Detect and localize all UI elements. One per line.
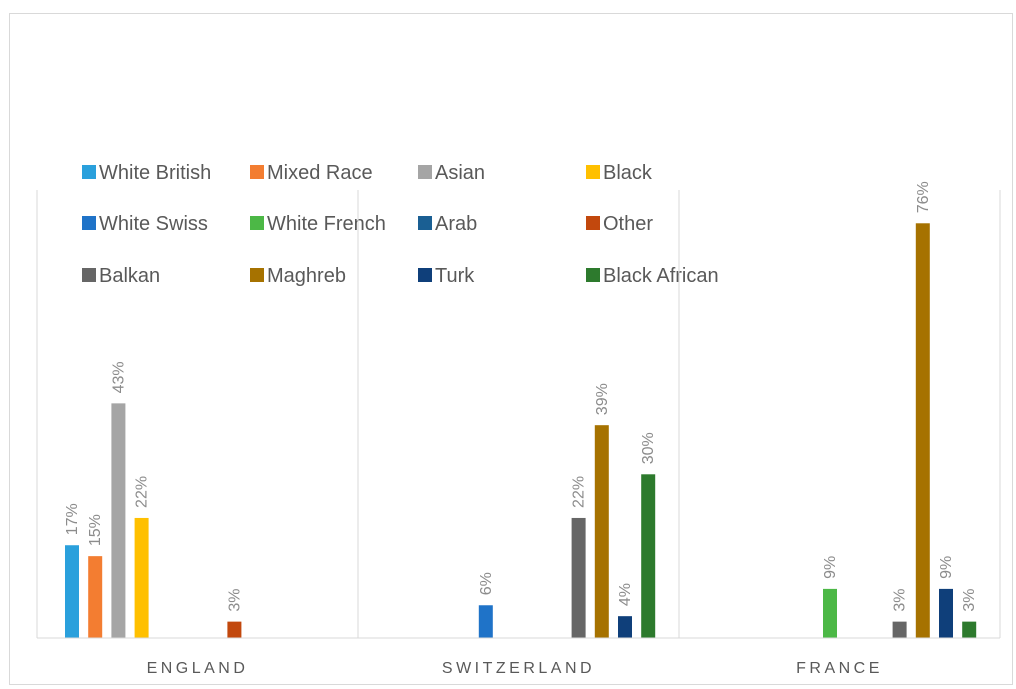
legend-label-asian: Asian: [435, 162, 485, 184]
legend-swatch-balkan: [82, 268, 96, 282]
legend-swatch-arab: [418, 216, 432, 230]
data-label-white-french-france: 9%: [822, 556, 839, 579]
legend-label-turk: Turk: [435, 265, 475, 287]
legend-label-white-swiss: White Swiss: [99, 213, 208, 235]
data-label-black-england: 22%: [134, 476, 151, 508]
category-label-switzerland: SWITZERLAND: [442, 660, 595, 677]
bar-balkan-france: [892, 621, 907, 638]
legend-swatch-maghreb: [250, 268, 264, 282]
bar-white-french-france: [823, 588, 837, 638]
data-label-black-african-switzerland: 30%: [640, 432, 657, 464]
data-label-asian-england: 43%: [110, 361, 127, 393]
bar-black-african-france: [962, 621, 977, 638]
data-label-maghreb-switzerland: 39%: [594, 383, 611, 415]
legend-label-white-french: White French: [267, 213, 386, 235]
legend-swatch-white-british: [82, 165, 96, 179]
category-labels: ENGLAND SWITZERLAND FRANCE: [147, 660, 883, 677]
legend-swatch-black: [586, 165, 600, 179]
legend-swatch-white-swiss: [82, 216, 96, 230]
legend-swatch-turk: [418, 268, 432, 282]
data-label-balkan-switzerland: 22%: [571, 476, 588, 508]
legend-label-balkan: Balkan: [99, 265, 160, 287]
bars: [65, 223, 977, 639]
data-label-white-swiss-switzerland: 6%: [478, 572, 495, 595]
category-label-france: FRANCE: [796, 660, 883, 677]
data-label-balkan-france: 3%: [892, 589, 909, 612]
legend-swatch-black-african: [586, 268, 600, 282]
legend-label-black: Black: [603, 162, 653, 184]
bar-turk-france: [939, 588, 953, 638]
bar-asian-england: [111, 403, 126, 638]
data-label-maghreb-france: 76%: [915, 181, 932, 213]
data-label-black-african-france: 3%: [961, 589, 978, 612]
legend-label-arab: Arab: [435, 213, 477, 235]
data-labels: 17% 15% 43% 22% 3% 6% 22% 39% 4% 30% 9% 3% 76% 9% 3%: [64, 181, 978, 611]
data-label-other-england: 3%: [226, 589, 243, 612]
data-label-white-british-england: 17%: [64, 503, 81, 535]
legend-label-maghreb: Maghreb: [267, 265, 346, 287]
data-label-turk-france: 9%: [938, 556, 955, 579]
bar-black-african-switzerland: [641, 474, 656, 638]
legend-swatch-asian: [418, 165, 432, 179]
category-label-england: ENGLAND: [147, 660, 249, 677]
category-separators: [36, 190, 1001, 638]
bar-turk-switzerland: [618, 616, 632, 638]
bar-black-england: [134, 517, 149, 638]
bar-other-england: [227, 621, 242, 638]
legend-label-other: Other: [603, 213, 653, 235]
bar-balkan-switzerland: [571, 517, 586, 638]
legend-swatch-white-french: [250, 216, 264, 230]
bar-white-british-england: [65, 545, 79, 638]
legend: White British Mixed Race Asian Black White S…: [82, 162, 719, 287]
legend-label-white-british: White British: [99, 162, 211, 184]
legend-swatch-mixed-race: [250, 165, 264, 179]
data-label-mixed-race-england: 15%: [87, 514, 104, 546]
data-label-turk-switzerland: 4%: [617, 583, 634, 606]
bar-maghreb-switzerland: [594, 425, 609, 638]
legend-label-black-african: Black African: [603, 265, 719, 287]
chart-frame: [9, 13, 1013, 685]
bar-mixed-race-england: [88, 556, 103, 638]
bar-maghreb-france: [915, 223, 930, 639]
legend-label-mixed-race: Mixed Race: [267, 162, 373, 184]
bar-white-swiss-switzerland: [478, 605, 493, 638]
legend-swatch-other: [586, 216, 600, 230]
